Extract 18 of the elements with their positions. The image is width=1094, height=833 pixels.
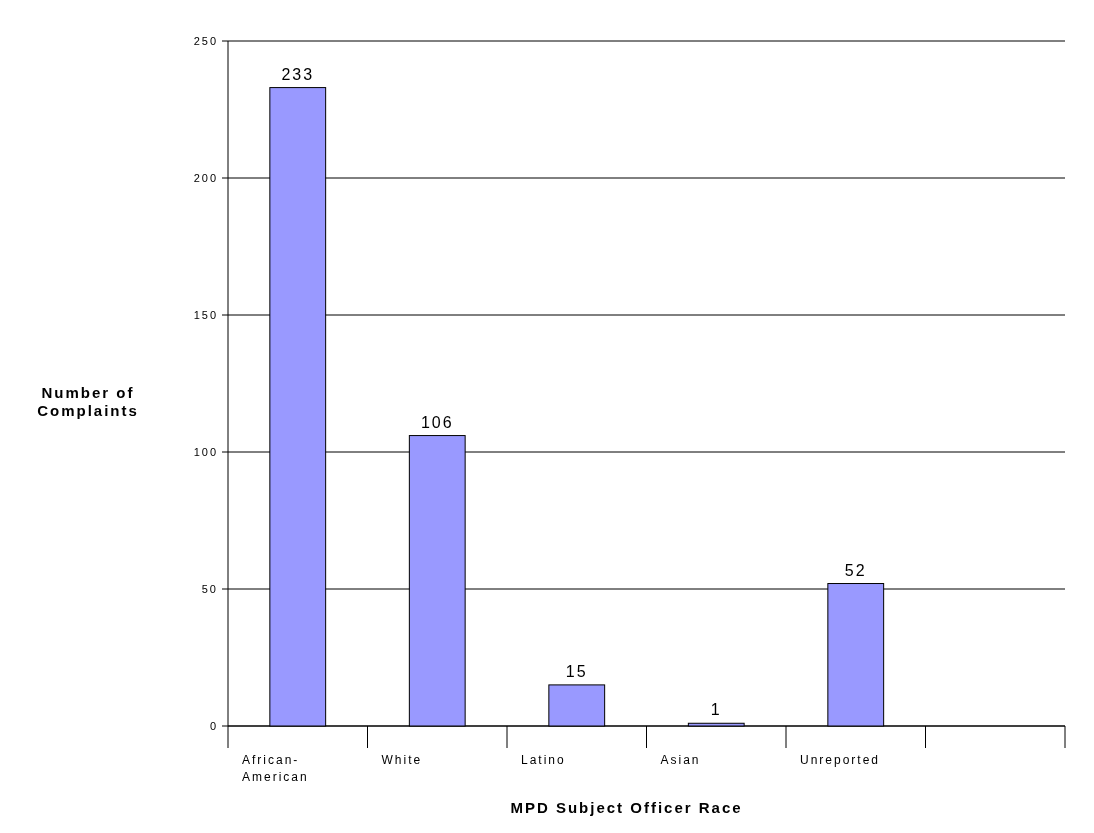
data-label: 106	[420, 413, 454, 431]
data-label: 15	[565, 662, 588, 680]
data-label: 233	[281, 65, 315, 83]
y-tick-label: 200	[193, 171, 218, 184]
y-tick-label: 0	[209, 719, 218, 732]
x-tick-label: Latino	[521, 753, 566, 767]
y-tick-label: 50	[201, 582, 218, 595]
x-tick-label: Unreported	[800, 753, 881, 767]
y-tick-label: 150	[193, 308, 218, 321]
data-label: 1	[710, 701, 722, 719]
x-tick-label: African-American	[242, 753, 309, 784]
y-tick-label: 100	[193, 445, 218, 458]
x-axis-title: MPD Subject Officer Race	[510, 799, 743, 816]
x-tick-label: Asian	[660, 753, 701, 767]
y-tick-label: 250	[193, 34, 218, 47]
data-label: 52	[844, 561, 867, 579]
y-axis-title: Number of Complaints	[37, 384, 139, 419]
x-tick-label: White	[381, 753, 423, 767]
